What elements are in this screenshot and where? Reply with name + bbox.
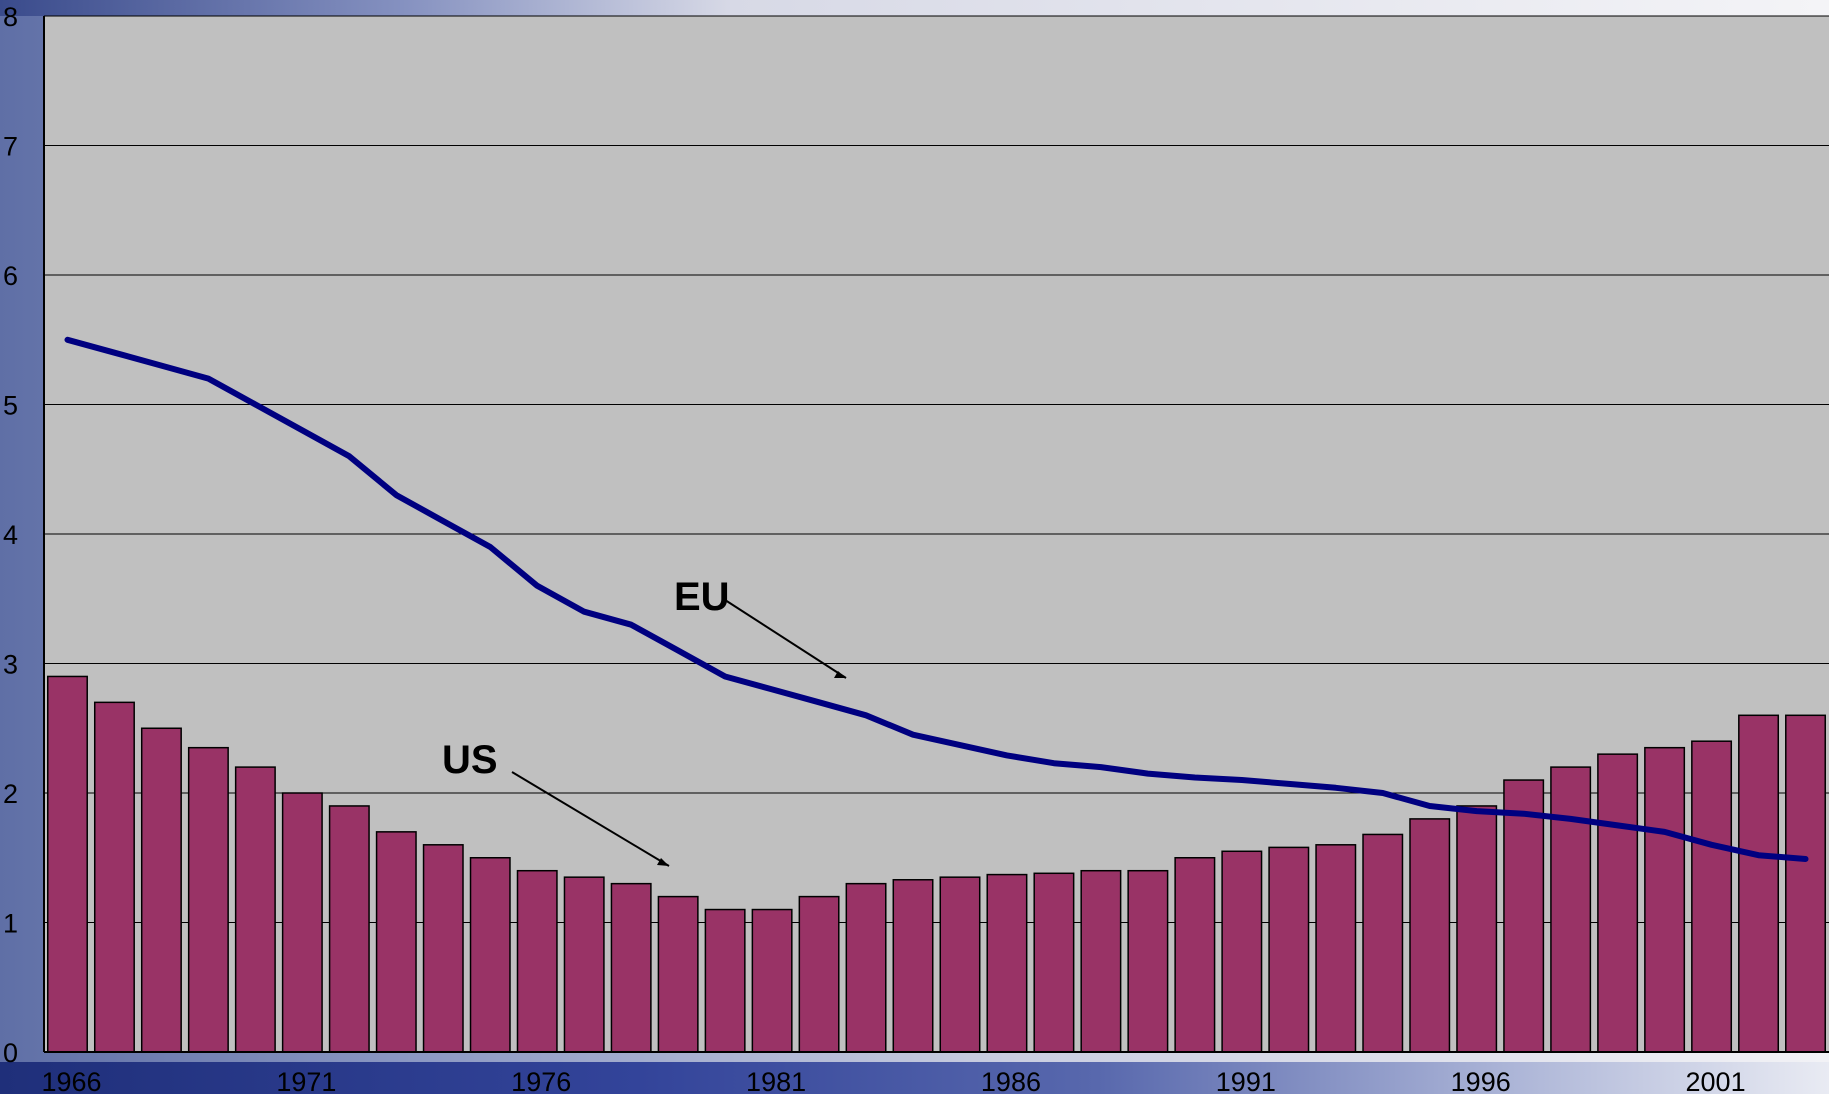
us-bar-1994 bbox=[1362, 833, 1404, 1053]
eu-annotation-arrow bbox=[721, 597, 847, 679]
us-bar-1997 bbox=[1503, 779, 1545, 1053]
us-bar-1992 bbox=[1268, 846, 1310, 1053]
x-tick-label: 1986 bbox=[981, 1067, 1041, 1094]
us-bar-1996 bbox=[1456, 805, 1498, 1053]
us-bar-1985 bbox=[939, 876, 981, 1053]
us-bar-1970 bbox=[234, 766, 276, 1053]
us-bar-2001 bbox=[1691, 740, 1733, 1053]
us-bar-1978 bbox=[610, 882, 652, 1053]
y-tick-label: 0 bbox=[3, 1038, 18, 1068]
us-bar-2003 bbox=[1785, 714, 1826, 1053]
us-bar-1969 bbox=[187, 746, 229, 1053]
us-bar-1977 bbox=[563, 876, 605, 1053]
x-tick-labels: 1966 1971 1976 1981 1986 1991 1996 2001 bbox=[41, 1067, 1745, 1094]
us-bar-1975 bbox=[469, 857, 511, 1053]
us-bar-1995 bbox=[1409, 818, 1451, 1053]
us-bar-1972 bbox=[328, 805, 370, 1053]
eu-arrowhead bbox=[834, 671, 846, 678]
us-bar-1999 bbox=[1597, 753, 1639, 1053]
background-bottom-band bbox=[0, 1062, 1829, 1094]
us-bar-1987 bbox=[1033, 872, 1075, 1053]
us-arrowhead bbox=[657, 858, 669, 866]
x-tick-label: 1991 bbox=[1216, 1067, 1276, 1094]
us-bar-1984 bbox=[892, 879, 934, 1053]
us-bar-1982 bbox=[798, 895, 840, 1053]
us-bar-1967 bbox=[93, 701, 135, 1053]
y-tick-label: 1 bbox=[3, 909, 18, 939]
x-tick-label: 1971 bbox=[276, 1067, 336, 1094]
us-bar-1973 bbox=[375, 831, 417, 1053]
us-bar-1983 bbox=[845, 882, 887, 1053]
us-bar-1966 bbox=[47, 675, 88, 1053]
us-bars bbox=[47, 675, 1826, 1053]
us-bar-1980 bbox=[704, 908, 746, 1053]
y-tick-label: 7 bbox=[3, 132, 18, 162]
x-tick-label: 1976 bbox=[511, 1067, 571, 1094]
y-tick-label: 2 bbox=[3, 779, 18, 809]
us-bar-1989 bbox=[1127, 869, 1169, 1053]
us-annotation-label: US bbox=[442, 738, 498, 782]
y-tick-label: 6 bbox=[3, 261, 18, 291]
y-tick-label: 5 bbox=[3, 391, 18, 421]
us-bar-1998 bbox=[1550, 766, 1592, 1053]
us-bar-1986 bbox=[986, 873, 1028, 1053]
eu-annotation-label: EU bbox=[674, 575, 730, 619]
us-bar-1974 bbox=[422, 844, 464, 1053]
x-tick-label: 1966 bbox=[41, 1067, 101, 1094]
us-bar-2002 bbox=[1738, 714, 1780, 1053]
y-tick-labels: 0 1 2 3 4 5 6 7 8 bbox=[3, 2, 18, 1068]
us-bar-2000 bbox=[1644, 746, 1686, 1053]
us-bar-1971 bbox=[281, 792, 323, 1053]
us-bar-1976 bbox=[516, 869, 558, 1053]
y-tick-label: 4 bbox=[3, 520, 18, 550]
us-bar-1981 bbox=[751, 908, 793, 1053]
us-bar-1968 bbox=[140, 727, 182, 1053]
us-annotation-arrow bbox=[511, 771, 670, 867]
us-bar-1979 bbox=[657, 895, 699, 1053]
us-bar-1991 bbox=[1221, 850, 1263, 1053]
eu-line bbox=[64, 336, 1809, 862]
x-tick-label: 1981 bbox=[746, 1067, 806, 1094]
x-tick-label: 1996 bbox=[1451, 1067, 1511, 1094]
us-bar-1993 bbox=[1315, 844, 1357, 1053]
us-bar-1990 bbox=[1174, 857, 1216, 1053]
us-bar-1988 bbox=[1080, 869, 1122, 1053]
y-tick-label: 3 bbox=[3, 650, 18, 680]
x-tick-label: 2001 bbox=[1686, 1067, 1746, 1094]
y-tick-label: 8 bbox=[3, 2, 18, 32]
background-top-band bbox=[0, 0, 1829, 16]
